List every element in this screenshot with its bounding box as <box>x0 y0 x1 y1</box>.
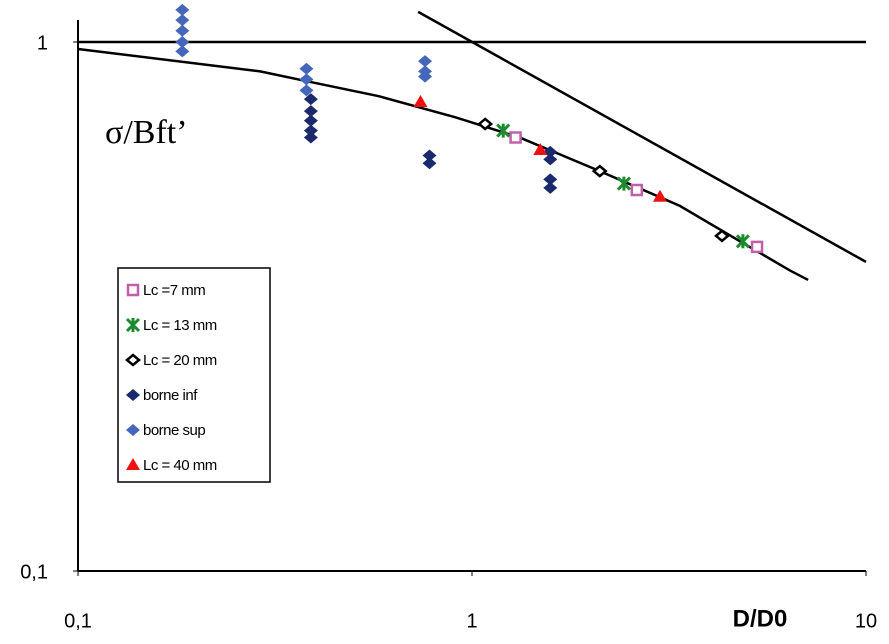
curve <box>417 10 867 263</box>
point <box>303 131 318 144</box>
point <box>175 14 190 27</box>
point <box>303 124 318 137</box>
point <box>299 84 314 97</box>
point <box>616 176 631 191</box>
point <box>630 183 644 197</box>
point <box>299 73 314 86</box>
point <box>422 149 437 162</box>
y-tick-label: 1 <box>37 32 48 54</box>
point <box>175 24 190 37</box>
x-axis-label: D/D0 <box>733 605 788 632</box>
point <box>175 36 190 48</box>
point <box>652 189 667 202</box>
legend-marker <box>125 353 141 367</box>
point <box>496 123 511 138</box>
legend-label: Lc = 13 mm <box>143 317 217 334</box>
point <box>543 181 558 194</box>
y-axis-label: σ/Bft’ <box>105 114 188 151</box>
legend-marker <box>126 283 140 297</box>
y-tick-label: 0,1 <box>20 561 48 583</box>
point <box>543 153 558 166</box>
point <box>303 93 318 106</box>
point <box>418 55 433 68</box>
legend-label: Lc = 40 mm <box>143 457 217 474</box>
x-tick-label: 1 <box>466 610 477 632</box>
point <box>591 164 608 178</box>
x-tick-label: 10 <box>855 610 877 632</box>
point <box>299 62 314 75</box>
point <box>714 229 730 243</box>
x-tick-label: 0,1 <box>64 610 92 632</box>
point <box>422 157 437 170</box>
legend-label: borne inf <box>143 387 198 404</box>
point <box>418 70 433 83</box>
legend-label: Lc = 20 mm <box>143 352 217 369</box>
point <box>303 114 318 127</box>
legend-marker <box>125 317 141 333</box>
point <box>303 105 318 118</box>
legend <box>117 267 271 483</box>
point <box>477 117 494 131</box>
legend-marker <box>126 389 140 401</box>
legend-marker <box>126 424 140 436</box>
point <box>509 131 522 144</box>
point <box>533 142 548 155</box>
legend-label: Lc =7 mm <box>143 282 205 299</box>
point <box>175 45 190 58</box>
point <box>543 173 558 186</box>
point <box>413 95 428 108</box>
point <box>735 234 750 249</box>
legend-marker <box>126 458 140 470</box>
point <box>175 3 190 16</box>
point <box>750 240 764 254</box>
legend-label: borne sup <box>143 422 205 439</box>
curve <box>77 47 809 282</box>
